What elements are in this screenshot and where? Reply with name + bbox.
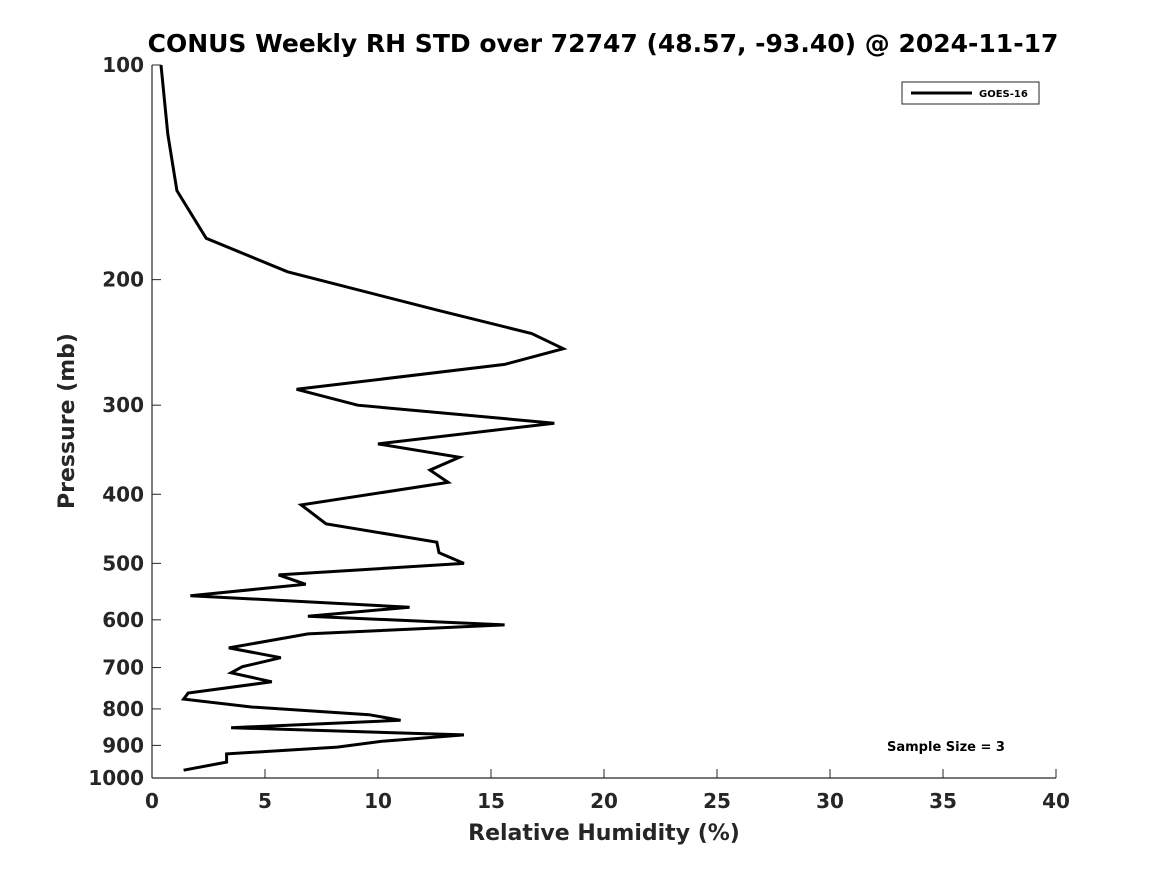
- x-tick-label: 5: [258, 789, 272, 813]
- y-tick-label: 900: [102, 733, 144, 757]
- y-tick-label: 800: [102, 697, 144, 721]
- y-tick-label: 600: [102, 608, 144, 632]
- x-tick-label: 15: [477, 789, 505, 813]
- y-tick-label: 300: [102, 393, 144, 417]
- x-tick-label: 40: [1042, 789, 1070, 813]
- x-tick-label: 25: [703, 789, 731, 813]
- x-tick-label: 35: [929, 789, 957, 813]
- legend-label-goes-16: GOES-16: [979, 89, 1028, 100]
- x-tick-label: 10: [364, 789, 392, 813]
- legend: GOES-16: [901, 81, 1040, 105]
- y-tick-label: 400: [102, 482, 144, 506]
- y-axis-label: Pressure (mb): [55, 333, 80, 509]
- x-tick-label: 30: [816, 789, 844, 813]
- x-tick-label: 0: [145, 789, 159, 813]
- y-tick-label: 500: [102, 551, 144, 575]
- y-axis: 100 200 300 400 500 600 700 800 900 1000: [88, 53, 161, 790]
- plot-area: [159, 64, 568, 772]
- chart-title: CONUS Weekly RH STD over 72747 (48.57, -…: [148, 29, 1059, 58]
- sample-size-annotation: Sample Size = 3: [887, 740, 1005, 755]
- x-tick-label: 20: [590, 789, 618, 813]
- y-tick-label: 200: [102, 268, 144, 292]
- x-axis-label: Relative Humidity (%): [468, 821, 740, 846]
- y-tick-label: 100: [102, 53, 144, 77]
- series-line-goes-16: [159, 64, 568, 772]
- y-tick-label: 700: [102, 656, 144, 680]
- y-tick-label: 1000: [88, 766, 144, 790]
- x-axis: 0 5 10 15 20 25 30 35 40: [145, 769, 1070, 813]
